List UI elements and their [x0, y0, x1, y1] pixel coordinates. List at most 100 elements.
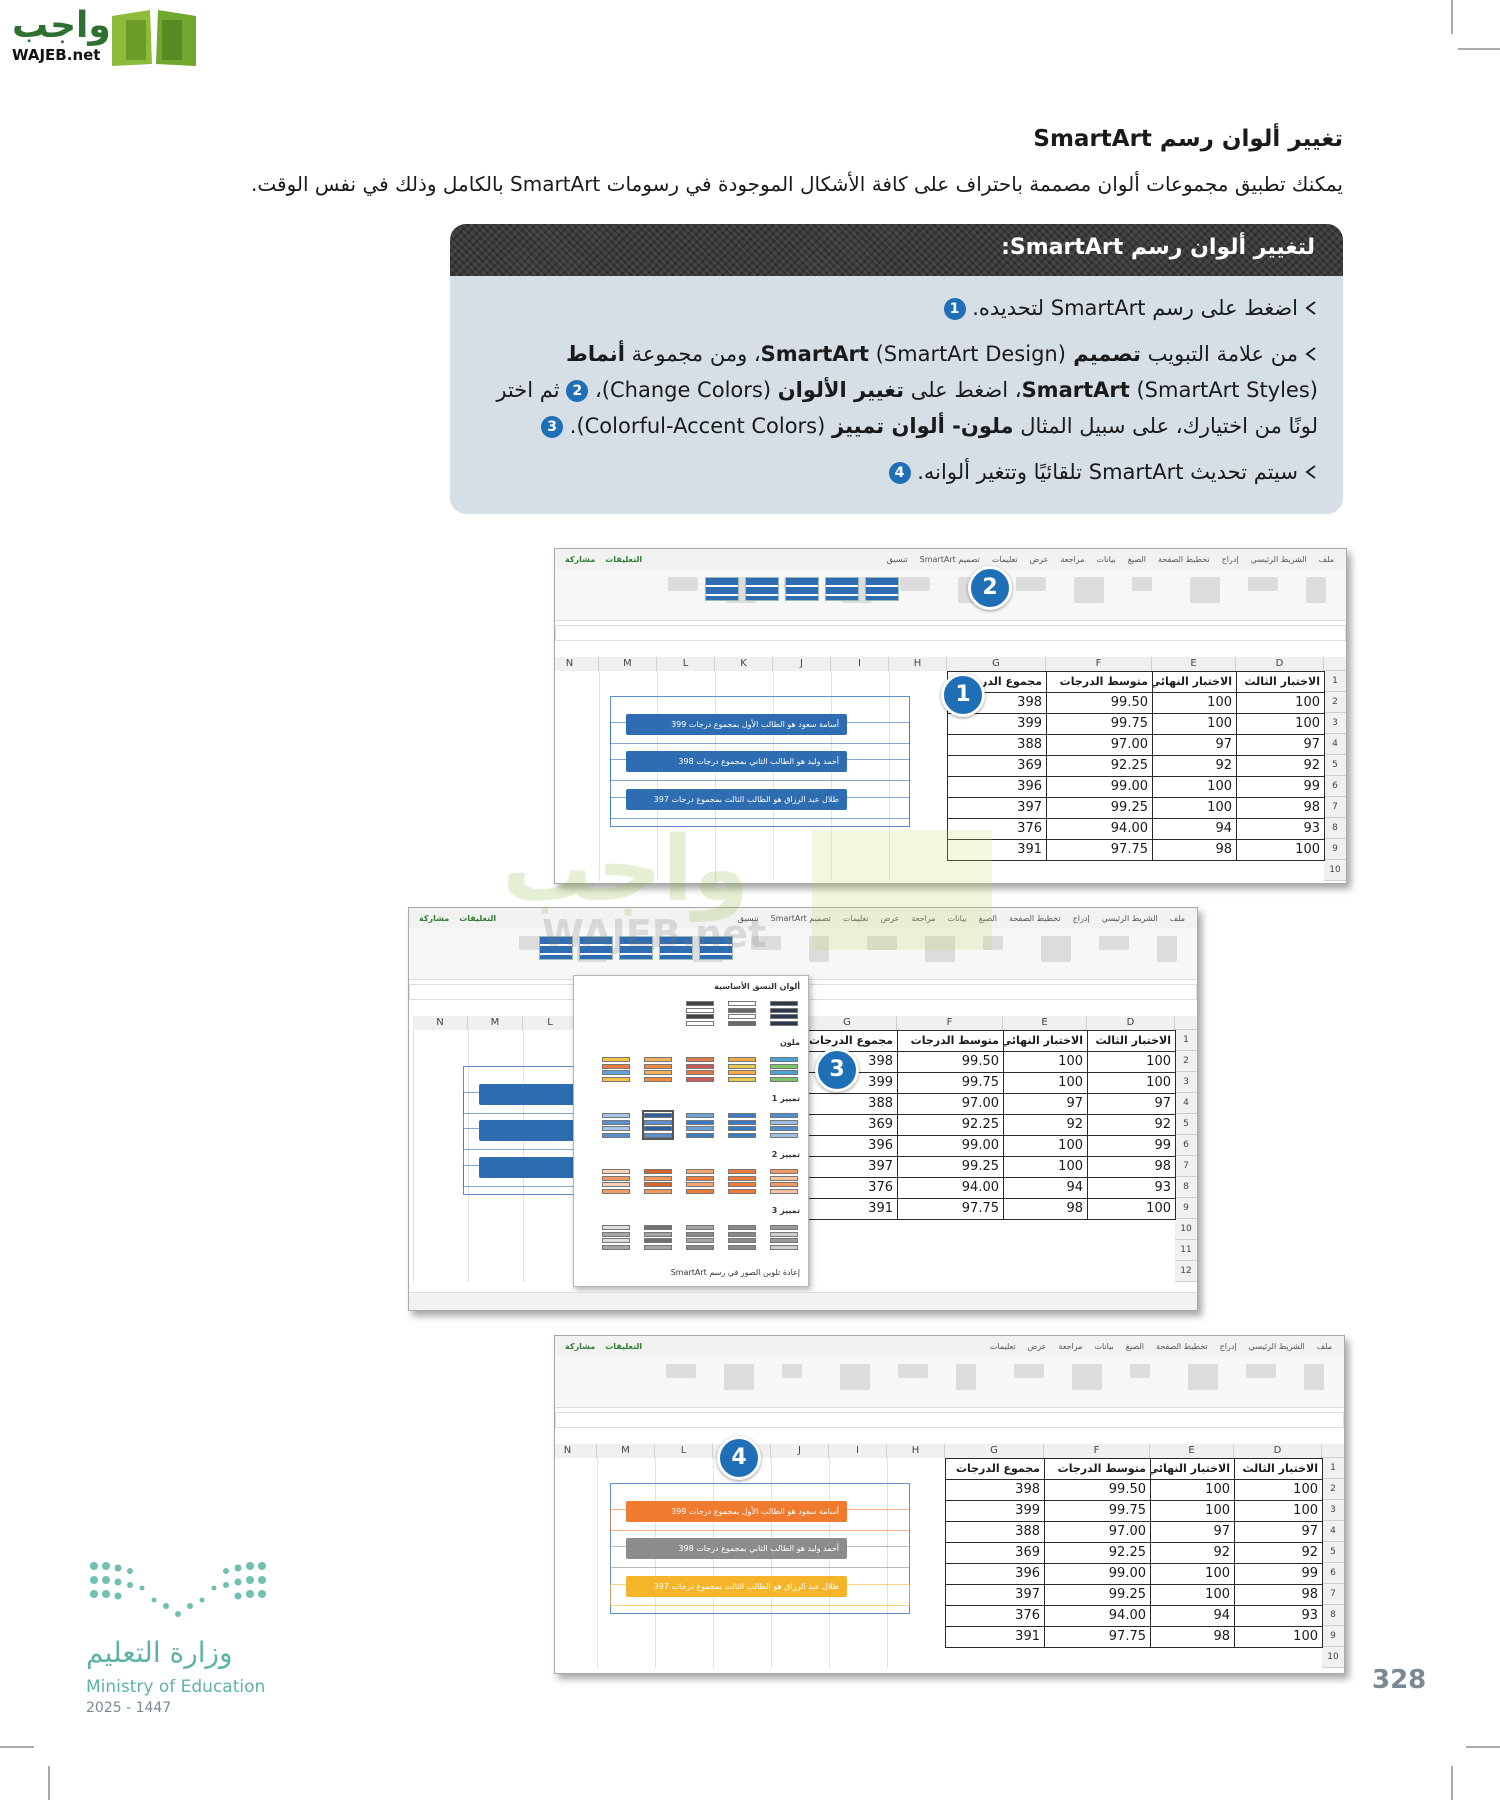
table-cell: 98 [1152, 839, 1237, 861]
color-swatch [686, 1168, 714, 1194]
table-cell: 99.50 [897, 1051, 1004, 1073]
intro-text: يمكنك تطبيق مجموعات ألوان مصممة باحتراف … [251, 172, 1343, 196]
screenshot: ملف الشريط الرئيسي إدراج تخطيط الصفحة الصيغ ب… [554, 548, 1347, 884]
grid-line [831, 671, 832, 881]
swatch-stripe [644, 1126, 672, 1131]
table-cell: 376 [947, 818, 1047, 840]
ribbon-tab: عرض [1029, 554, 1049, 564]
swatch-stripe [602, 1238, 630, 1243]
column-header: G [798, 1016, 897, 1030]
swatch-stripe [770, 1132, 798, 1138]
ribbon-icon [1099, 936, 1129, 950]
swatch-stripe [686, 1225, 714, 1230]
table-cell: 100 [1150, 1563, 1235, 1585]
ribbon-icon [900, 577, 930, 591]
color-swatch [728, 1112, 756, 1138]
bullet [1305, 465, 1316, 479]
table-cell: 92.25 [897, 1114, 1004, 1136]
color-swatch [728, 1224, 756, 1250]
grid-line [599, 671, 600, 881]
grid-line [829, 1458, 830, 1668]
step-text: من علامة التبويب [1147, 342, 1298, 366]
page-number: 328 [1372, 1665, 1427, 1695]
table-cell: 97.00 [897, 1093, 1004, 1115]
table-header-cell: مجموع الدرجات [945, 1458, 1045, 1480]
swatch-stripe [602, 1070, 630, 1075]
table-cell: 369 [798, 1114, 898, 1136]
ribbon-tab: مراجعة [911, 913, 936, 923]
table-cell: 376 [945, 1605, 1045, 1627]
ribbon-icon [809, 936, 829, 962]
column-header: G [945, 1444, 1044, 1458]
table-cell: 94 [1152, 818, 1237, 840]
swatch-stripe [644, 1132, 672, 1138]
ribbon-tabs: ملف الشريط الرئيسي إدراج تخطيط الصفحة الصيغ ب… [409, 908, 1197, 928]
step: اضغط على رسم SmartArt لتحديده. 1 [473, 290, 1318, 326]
swatch-stripe [728, 1126, 756, 1131]
ribbon-icon [1016, 577, 1046, 591]
logo-latin: WAJEB.net [12, 46, 101, 64]
swatch-stripe [686, 1063, 714, 1069]
swatch-stripe [686, 1169, 714, 1174]
swatch-stripe [644, 1169, 672, 1174]
share-button: مشاركة [565, 1341, 596, 1351]
row-header: 9 [1324, 839, 1346, 860]
table-cell: 99.25 [897, 1156, 1004, 1178]
grid-line [771, 1458, 772, 1668]
ribbon-tab: تصميم SmartArt [770, 913, 831, 923]
color-swatch [686, 1056, 714, 1082]
table-cell: 100 [1003, 1156, 1088, 1178]
step-text: (SmartArt Design)، ومن مجموعة [631, 342, 1066, 366]
ribbon-tab: مراجعة [1060, 554, 1085, 564]
ribbon-icon [840, 1364, 870, 1390]
swatch-stripe [770, 1063, 798, 1069]
ribbon-icon [898, 1364, 928, 1378]
swatch-stripe [770, 1175, 798, 1181]
table-cell: 100 [1236, 713, 1325, 735]
instructions-title: لتغيير ألوان رسم SmartArt: [1001, 235, 1315, 260]
logo-arabic: واجب [12, 5, 111, 46]
ribbon-tab: تعليمات [989, 1341, 1016, 1351]
color-swatch [728, 1168, 756, 1194]
table-cell: 396 [947, 776, 1047, 798]
smartart-shape: أحمد وليد هو الطالب الثاني بمجموع درجات … [626, 751, 847, 772]
table-header-cell: متوسط الدرجات [1044, 1458, 1151, 1480]
color-swatch [644, 1224, 672, 1250]
ribbon-tab: ملف [1169, 913, 1185, 923]
steps: اضغط على رسم SmartArt لتحديده. 1 من علام… [473, 290, 1318, 500]
swatch-stripe [602, 1188, 630, 1194]
grid-line [889, 671, 890, 881]
row-header: 3 [1175, 1072, 1197, 1093]
swatch-stripe [644, 1182, 672, 1187]
step-badge: 4 [888, 462, 911, 484]
table-cell: 97 [1236, 734, 1325, 756]
table-cell: 99.75 [1044, 1500, 1151, 1522]
table-cell: 100 [1236, 692, 1325, 714]
swatch-stripe [728, 1231, 756, 1237]
table-cell: 399 [945, 1500, 1045, 1522]
bullet [1305, 347, 1316, 361]
swatch-stripe [644, 1076, 672, 1082]
ribbon-icon [724, 1364, 754, 1390]
color-swatch [644, 1056, 672, 1082]
table-cell: 388 [945, 1521, 1045, 1543]
style-thumbnail [579, 936, 613, 960]
swatch-stripe [770, 1057, 798, 1062]
table-cell: 100 [1234, 1626, 1323, 1648]
ribbon-icon [1248, 577, 1278, 591]
swatch-stripe [602, 1119, 630, 1125]
table-cell: 100 [1003, 1072, 1088, 1094]
column-header: J [771, 1444, 829, 1458]
ribbon-tabs: ملف الشريط الرئيسي إدراج تخطيط الصفحة الصيغ ب… [555, 1336, 1344, 1356]
smartart-shape: طلال عبد الرزاق هو الطالب الثالث بمجموع … [626, 1576, 847, 1597]
step-badge: 1 [941, 673, 985, 717]
column-header: F [897, 1016, 1003, 1030]
ribbon [555, 569, 1346, 621]
ribbon-tabs: ملف الشريط الرئيسي إدراج تخطيط الصفحة الصيغ ب… [555, 549, 1346, 569]
row-header: 6 [1175, 1135, 1197, 1156]
table-cell: 99.25 [1046, 797, 1153, 819]
ribbon-icon [666, 1364, 696, 1378]
step-badge: 4 [717, 1436, 761, 1480]
ribbon-tab: تخطيط الصفحة [1156, 1341, 1208, 1351]
row-header: 11 [1175, 1240, 1197, 1261]
